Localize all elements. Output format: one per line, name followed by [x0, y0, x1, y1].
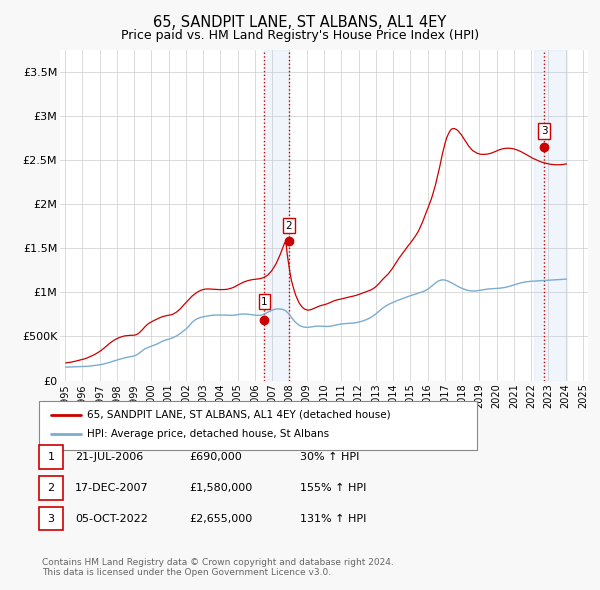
Text: 131% ↑ HPI: 131% ↑ HPI: [300, 514, 367, 523]
Text: 65, SANDPIT LANE, ST ALBANS, AL1 4EY: 65, SANDPIT LANE, ST ALBANS, AL1 4EY: [154, 15, 446, 30]
Text: 2: 2: [47, 483, 55, 493]
Text: 2: 2: [286, 221, 292, 231]
Text: 3: 3: [47, 514, 55, 523]
Text: 05-OCT-2022: 05-OCT-2022: [75, 514, 148, 523]
Text: 155% ↑ HPI: 155% ↑ HPI: [300, 483, 367, 493]
Text: HPI: Average price, detached house, St Albans: HPI: Average price, detached house, St A…: [87, 429, 329, 438]
Text: 30% ↑ HPI: 30% ↑ HPI: [300, 453, 359, 462]
Text: 21-JUL-2006: 21-JUL-2006: [75, 453, 143, 462]
Text: Contains HM Land Registry data © Crown copyright and database right 2024.
This d: Contains HM Land Registry data © Crown c…: [42, 558, 394, 577]
Bar: [534, 50, 566, 381]
Text: 1: 1: [47, 453, 55, 462]
Text: Price paid vs. HM Land Registry's House Price Index (HPI): Price paid vs. HM Land Registry's House …: [121, 30, 479, 42]
Bar: [265, 50, 289, 381]
Text: 17-DEC-2007: 17-DEC-2007: [75, 483, 149, 493]
Text: 65, SANDPIT LANE, ST ALBANS, AL1 4EY (detached house): 65, SANDPIT LANE, ST ALBANS, AL1 4EY (de…: [87, 410, 391, 419]
Text: £2,655,000: £2,655,000: [189, 514, 252, 523]
Text: 3: 3: [541, 126, 547, 136]
Text: 1: 1: [261, 297, 268, 307]
Text: £1,580,000: £1,580,000: [189, 483, 252, 493]
Text: £690,000: £690,000: [189, 453, 242, 462]
